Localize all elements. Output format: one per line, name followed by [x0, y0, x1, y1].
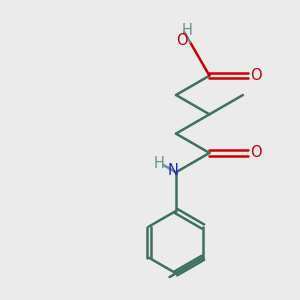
Text: N: N: [168, 163, 178, 178]
Text: H: H: [182, 23, 193, 38]
Text: H: H: [153, 156, 164, 171]
Text: O: O: [176, 33, 188, 48]
Text: O: O: [250, 146, 262, 160]
Text: O: O: [250, 68, 262, 83]
